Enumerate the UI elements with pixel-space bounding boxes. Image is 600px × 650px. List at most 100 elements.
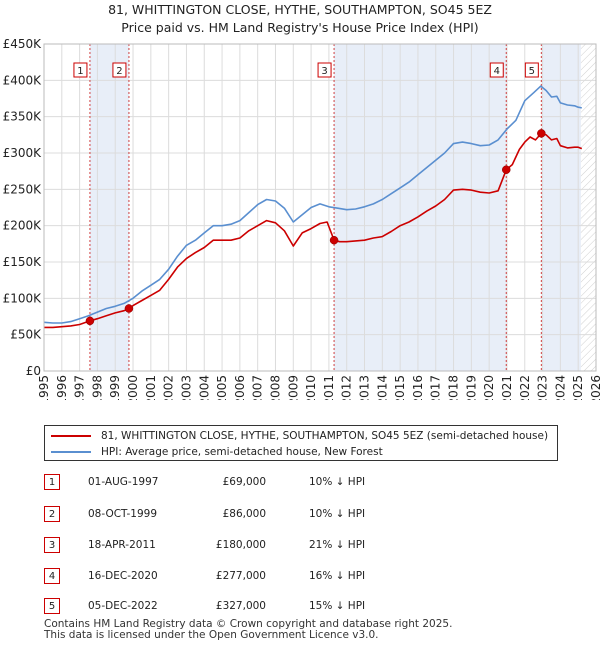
sale-label-number: 5 <box>529 66 535 77</box>
y-tick-label: £300K <box>3 146 43 160</box>
x-tick-label: 2002 <box>162 375 176 400</box>
x-tick-label: 1998 <box>90 375 104 400</box>
sale-hpi-diff: 21% ↓ HPI <box>309 539 366 551</box>
x-tick-label: 2021 <box>500 375 514 400</box>
legend-label-hpi: HPI: Average price, semi-detached house,… <box>101 445 383 458</box>
plot-border <box>43 43 597 372</box>
sale-date: 18-APR-2011 <box>88 539 156 551</box>
sale-label-box <box>112 62 127 78</box>
x-tick-label: 2004 <box>197 375 211 400</box>
y-tick-label: £150K <box>3 255 43 269</box>
sale-row: 2 08-OCT-1999 £86,000 10% ↓ HPI <box>44 506 564 522</box>
sale-number-badge: 2 <box>44 506 60 522</box>
sale-label-box <box>489 62 504 78</box>
x-tick-label: 2014 <box>375 375 389 400</box>
x-tick-label: 2000 <box>126 375 140 400</box>
legend-label-property: 81, WHITTINGTON CLOSE, HYTHE, SOUTHAMPTO… <box>101 429 549 442</box>
x-tick-label: 2006 <box>233 375 247 400</box>
sale-price: £327,000 <box>215 600 266 612</box>
sale-row: 1 01-AUG-1997 £69,000 10% ↓ HPI <box>44 474 564 490</box>
sale-label-box <box>73 62 88 78</box>
x-tick-label: 2026 <box>589 375 600 400</box>
x-tick-label: 2012 <box>340 375 354 400</box>
sale-hpi-diff: 15% ↓ HPI <box>309 600 366 612</box>
x-tick-label: 1996 <box>55 375 69 400</box>
legend-swatch-hpi <box>51 450 91 453</box>
sale-point <box>329 235 339 245</box>
sale-number-badge: 3 <box>44 537 60 553</box>
x-tick-label: 2008 <box>268 375 282 400</box>
sale-point <box>85 316 95 326</box>
sale-date: 08-OCT-1999 <box>88 508 157 520</box>
x-tick-label: 2009 <box>286 375 300 400</box>
y-tick-label: £350K <box>3 110 43 124</box>
sale-number-badge: 4 <box>44 568 60 584</box>
y-tick-label: £200K <box>3 219 43 233</box>
x-tick-label: 2018 <box>447 375 461 400</box>
x-tick-label: 2005 <box>215 375 229 400</box>
footer-note: Contains HM Land Registry data © Crown c… <box>44 619 452 641</box>
chart-title: 81, WHITTINGTON CLOSE, HYTHE, SOUTHAMPTO… <box>108 2 492 17</box>
x-tick-label: 2001 <box>144 375 158 400</box>
sale-date: 05-DEC-2022 <box>88 600 158 612</box>
sale-label-number: 3 <box>321 66 327 77</box>
sale-date: 16-DEC-2020 <box>88 570 158 582</box>
y-tick-label: £250K <box>3 182 43 196</box>
y-tick-label: £50K <box>10 328 42 342</box>
sale-label-number: 4 <box>494 66 500 77</box>
future-hatch <box>580 44 596 371</box>
x-tick-label: 2022 <box>518 375 532 400</box>
sale-number-badge: 1 <box>44 474 60 490</box>
shaded-span <box>89 44 129 371</box>
x-tick-label: 2020 <box>482 375 496 400</box>
sale-number-badge: 5 <box>44 598 60 614</box>
x-tick-label: 2025 <box>571 375 585 400</box>
hpi-series-line <box>43 85 582 324</box>
x-tick-label: 2016 <box>411 375 425 400</box>
sale-hpi-diff: 10% ↓ HPI <box>309 508 366 520</box>
y-tick-label: £100K <box>3 291 43 305</box>
footer-copyright: Contains HM Land Registry data © Crown c… <box>44 618 453 630</box>
footer-licence: This data is licensed under the Open Gov… <box>44 629 379 641</box>
legend-item-property: 81, WHITTINGTON CLOSE, HYTHE, SOUTHAMPTO… <box>51 428 548 443</box>
x-tick-label: 1997 <box>73 375 87 400</box>
x-tick-label: 1999 <box>108 375 122 400</box>
x-tick-label: 2010 <box>304 375 318 400</box>
sale-hpi-diff: 16% ↓ HPI <box>309 570 366 582</box>
price-chart: 1 2 3 4 5 £0 £50K £100K £150K £200K £250K £300K £35… <box>3 37 600 400</box>
legend-item-hpi: HPI: Average price, semi-detached house,… <box>51 444 383 459</box>
sale-label-box <box>317 62 332 78</box>
y-tick-label: £450K <box>3 37 43 51</box>
legend: 81, WHITTINGTON CLOSE, HYTHE, SOUTHAMPTO… <box>44 425 558 461</box>
sale-price: £69,000 <box>222 476 266 488</box>
sale-price: £86,000 <box>222 508 266 520</box>
sale-label-box <box>524 62 539 78</box>
sale-row: 4 16-DEC-2020 £277,000 16% ↓ HPI <box>44 568 564 584</box>
y-tick-label: £400K <box>3 73 43 87</box>
sale-label-number: 1 <box>77 66 83 77</box>
sale-point <box>537 129 546 138</box>
x-tick-label: 2003 <box>179 375 193 400</box>
x-tick-label: 2007 <box>251 375 265 400</box>
sale-label-number: 2 <box>116 66 122 77</box>
x-tick-label: 2019 <box>464 375 478 400</box>
y-tick-label: £0 <box>26 364 41 378</box>
x-tick-label: 2024 <box>553 375 567 400</box>
x-tick-label: 2015 <box>393 375 407 400</box>
sale-date: 01-AUG-1997 <box>88 476 159 488</box>
sale-price: £180,000 <box>215 539 266 551</box>
sale-price: £277,000 <box>215 570 266 582</box>
chart-subtitle: Price paid vs. HM Land Registry's House … <box>121 20 479 35</box>
x-tick-label: 2013 <box>358 375 372 400</box>
sale-row: 5 05-DEC-2022 £327,000 15% ↓ HPI <box>44 598 564 614</box>
sale-point <box>124 304 134 313</box>
shaded-span <box>541 44 581 371</box>
x-tick-label: 2017 <box>429 375 443 400</box>
x-tick-label: 2011 <box>322 375 336 400</box>
legend-swatch-property <box>51 434 91 437</box>
sale-point <box>502 165 511 174</box>
sale-row: 3 18-APR-2011 £180,000 21% ↓ HPI <box>44 537 564 553</box>
x-tick-label: 1995 <box>37 375 51 400</box>
sale-hpi-diff: 10% ↓ HPI <box>309 476 366 488</box>
x-tick-label: 2023 <box>536 375 550 400</box>
